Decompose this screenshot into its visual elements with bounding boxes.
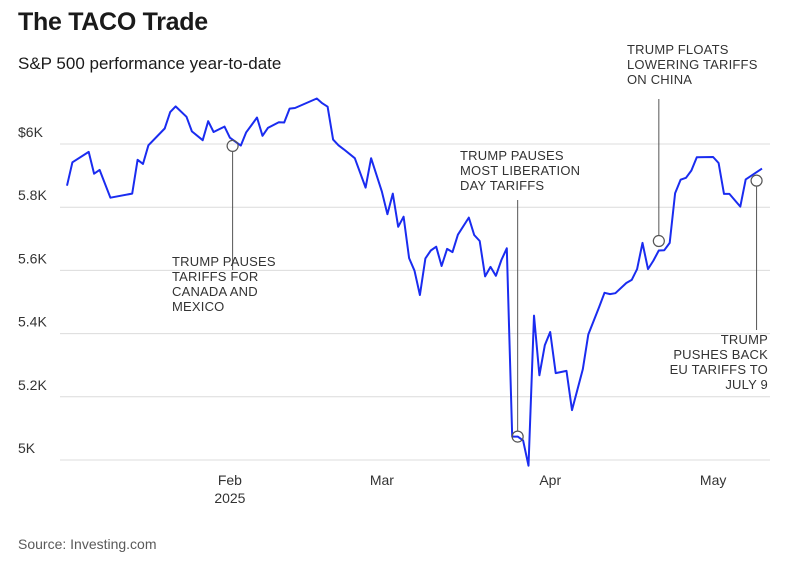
gridlines — [60, 143, 770, 461]
annotation-text: TRUMP PAUSES — [460, 148, 564, 163]
series-line — [66, 97, 763, 467]
annotation-marker — [652, 234, 665, 248]
annotation-text: JULY 9 — [725, 377, 768, 392]
x-tick-label: Feb — [218, 472, 242, 488]
annotation-text: CANADA AND — [172, 284, 258, 299]
annotation-text: EU TARIFFS TO — [670, 362, 768, 377]
x-tick-label: Mar — [370, 472, 394, 488]
y-tick-label: 5.6K — [18, 250, 47, 266]
annotation-marker — [750, 174, 763, 187]
annotation-text: DAY TARIFFS — [460, 178, 544, 193]
annotation-text: TRUMP FLOATS — [627, 42, 729, 57]
series-layer — [66, 97, 763, 467]
y-tick-label: 5.2K — [18, 377, 47, 393]
y-tick-label: 5.4K — [18, 314, 47, 330]
y-axis: 5K 5.2K 5.4K 5.6K 5.8K $6K — [18, 124, 47, 456]
chart-title: The TACO Trade — [18, 8, 208, 36]
annotation-text: TRUMP PAUSES — [172, 254, 276, 269]
source-note: Source: Investing.com — [18, 536, 157, 552]
annotation-text: PUSHES BACK — [673, 347, 768, 362]
y-tick-label: $6K — [18, 124, 44, 140]
annotation-marker — [226, 139, 239, 152]
x-tick-label: May — [700, 472, 726, 488]
y-tick-label: 5K — [18, 440, 36, 456]
annotation-text: ON CHINA — [627, 72, 692, 87]
annotation-text: TRUMP — [721, 332, 768, 347]
y-tick-label: 5.8K — [18, 187, 47, 203]
annotation-marker — [511, 430, 524, 443]
annotation-text: MEXICO — [172, 299, 224, 314]
annotation-text: LOWERING TARIFFS — [627, 57, 758, 72]
x-axis: Feb 2025 Mar Apr May — [214, 472, 726, 506]
annotation-text: TARIFFS FOR — [172, 269, 258, 284]
x-tick-label: Apr — [539, 472, 561, 488]
chart-subtitle: S&P 500 performance year-to-date — [18, 54, 282, 73]
x-tick-sublabel: 2025 — [214, 490, 245, 506]
annotation-text: MOST LIBERATION — [460, 163, 580, 178]
